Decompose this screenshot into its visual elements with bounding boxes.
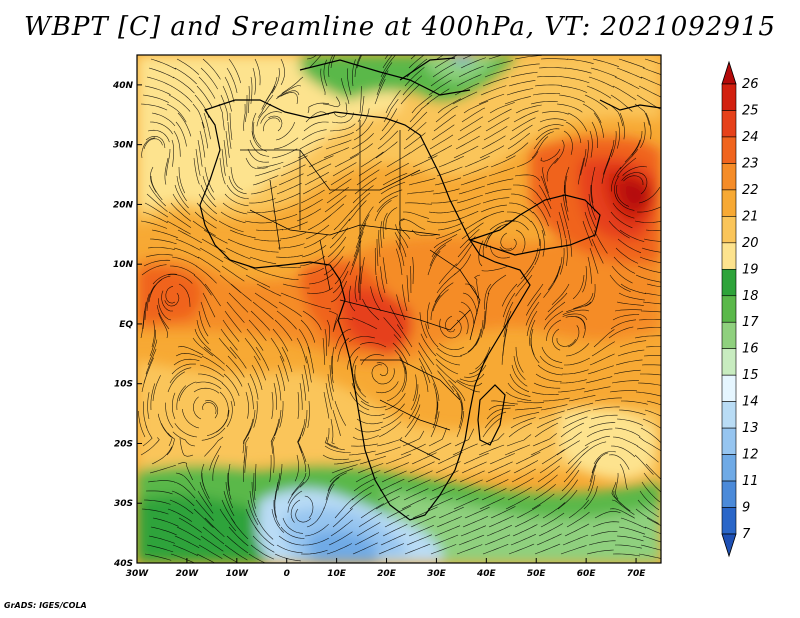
lon-tick-label: 40E <box>476 569 497 579</box>
colorbar-segment <box>721 136 737 164</box>
country-borders <box>240 120 481 461</box>
colorbar-label: 25 <box>742 103 759 118</box>
colorbar-label: 21 <box>742 209 759 224</box>
lat-tick-label: 30S <box>114 499 133 509</box>
streamline-paths <box>138 55 661 563</box>
colorbar-segment <box>721 83 737 111</box>
colorbar-segment <box>721 507 737 535</box>
colorbar-label: 13 <box>742 421 759 436</box>
colorbar: 26 25 24 23 22 21 20 19 18 17 16 15 14 13 12 11 9 7 <box>721 60 759 558</box>
colorbar-segment <box>721 295 737 323</box>
coastlines <box>199 57 661 521</box>
colorbar-segment <box>721 401 737 429</box>
colorbar-label: 11 <box>742 474 759 489</box>
map-frame <box>136 54 662 564</box>
lon-tick-label: 0 <box>284 569 290 579</box>
map-axes: 30W 20W 10W 0 10E 20E 30E 40E 50E 60E 70E 40N 30N 20N… <box>112 81 646 579</box>
colorbar-segment <box>721 374 737 402</box>
colorbar-label: 20 <box>742 236 759 251</box>
colorbar-segment <box>721 348 737 376</box>
lon-tick-label: 70E <box>627 569 647 579</box>
colorbar-label: 7 <box>742 527 751 542</box>
colorbar-segment <box>721 321 737 350</box>
colorbar-label: 19 <box>742 262 759 277</box>
lat-tick-label: 10S <box>114 380 133 390</box>
lat-tick-label: 40N <box>112 81 134 91</box>
lon-tick-label: 50E <box>527 569 547 579</box>
colorbar-segment <box>721 268 737 297</box>
colorbar-label: 9 <box>742 501 750 516</box>
colorbar-bottom-arrow <box>721 533 737 558</box>
lon-tick-label: 60E <box>577 569 597 579</box>
colorbar-label: 12 <box>742 448 759 463</box>
lon-tick-label: 30W <box>126 569 150 579</box>
lon-tick-label: 20E <box>377 569 397 579</box>
lat-tick-label: 40S <box>113 559 133 569</box>
lat-tick-label: 20N <box>113 200 134 210</box>
lat-tick-label: 10N <box>113 260 134 270</box>
wbpt-field <box>137 55 661 563</box>
lon-tick-label: 30E <box>427 569 447 579</box>
lat-tick-label: 20S <box>114 439 133 449</box>
colorbar-label: 22 <box>742 183 759 198</box>
chart-title: WBPT [C] and Sreamline at 400hPa, VT: 20… <box>24 12 776 42</box>
colorbar-segment <box>721 189 737 217</box>
colorbar-label: 15 <box>742 368 759 383</box>
colorbar-segment <box>721 427 737 455</box>
credit-text: GrADS: IGES/COLA <box>4 601 87 610</box>
colorbar-segment <box>721 242 737 270</box>
colorbar-segment <box>721 163 737 191</box>
colorbar-label: 17 <box>742 315 759 330</box>
colorbar-segment <box>721 454 737 482</box>
lat-tick-label: EQ <box>119 320 133 330</box>
lon-tick-label: 10W <box>226 569 250 579</box>
map-area <box>137 55 661 563</box>
colorbar-label: 24 <box>742 130 759 145</box>
lon-tick-label: 10E <box>327 569 347 579</box>
lon-tick-label: 20W <box>176 569 200 579</box>
colorbar-label: 18 <box>742 289 759 304</box>
colorbar-segment <box>721 110 737 138</box>
colorbar-label: 23 <box>742 156 759 171</box>
colorbar-label: 26 <box>742 77 759 92</box>
colorbar-label: 16 <box>742 342 759 357</box>
lat-tick-label: 30N <box>113 141 134 151</box>
colorbar-segment <box>721 216 737 244</box>
colorbar-top-arrow <box>721 60 737 85</box>
streamlines <box>138 55 661 563</box>
colorbar-segment <box>721 480 737 508</box>
colorbar-label: 14 <box>742 395 759 410</box>
